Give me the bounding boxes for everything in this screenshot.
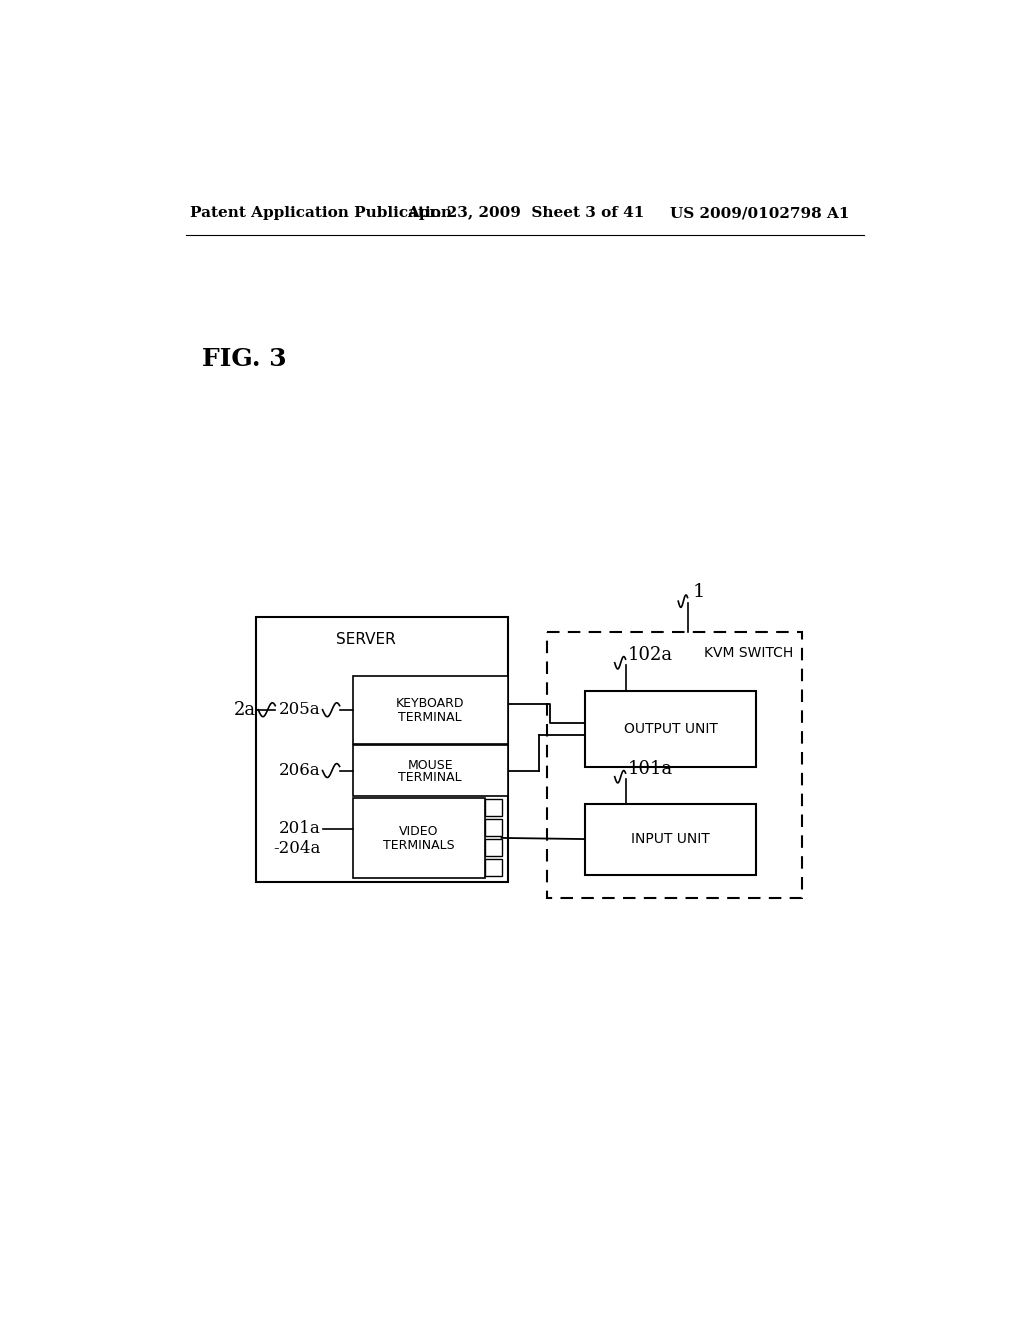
Text: KEYBOARD: KEYBOARD	[396, 697, 465, 710]
Text: OUTPUT UNIT: OUTPUT UNIT	[624, 722, 718, 737]
Text: 1: 1	[692, 583, 705, 601]
Text: US 2009/0102798 A1: US 2009/0102798 A1	[671, 206, 850, 220]
Bar	[352, 676, 508, 743]
Text: TERMINALS: TERMINALS	[383, 840, 455, 853]
Text: TERMINAL: TERMINAL	[398, 711, 462, 723]
Text: 2a: 2a	[233, 701, 256, 718]
Text: 201a: 201a	[279, 820, 321, 837]
Bar	[484, 800, 502, 816]
Text: 206a: 206a	[279, 762, 321, 779]
Bar	[484, 840, 502, 857]
Bar	[484, 820, 502, 837]
Bar	[352, 797, 484, 878]
Bar	[586, 692, 756, 767]
Text: VIDEO: VIDEO	[399, 825, 438, 838]
Bar	[547, 632, 802, 898]
Bar	[352, 744, 508, 796]
Bar	[586, 804, 756, 874]
Text: INPUT UNIT: INPUT UNIT	[631, 832, 710, 846]
Text: MOUSE: MOUSE	[408, 759, 453, 772]
Text: 102a: 102a	[628, 647, 673, 664]
Bar	[256, 616, 508, 882]
Text: 101a: 101a	[628, 760, 673, 779]
Bar	[484, 859, 502, 876]
Text: TERMINAL: TERMINAL	[398, 771, 462, 784]
Text: -204a: -204a	[272, 841, 321, 857]
Text: Apr. 23, 2009  Sheet 3 of 41: Apr. 23, 2009 Sheet 3 of 41	[407, 206, 644, 220]
Text: FIG. 3: FIG. 3	[202, 347, 287, 371]
Text: Patent Application Publication: Patent Application Publication	[190, 206, 452, 220]
Text: KVM SWITCH: KVM SWITCH	[703, 645, 793, 660]
Text: 205a: 205a	[279, 701, 321, 718]
Text: SERVER: SERVER	[337, 632, 396, 647]
